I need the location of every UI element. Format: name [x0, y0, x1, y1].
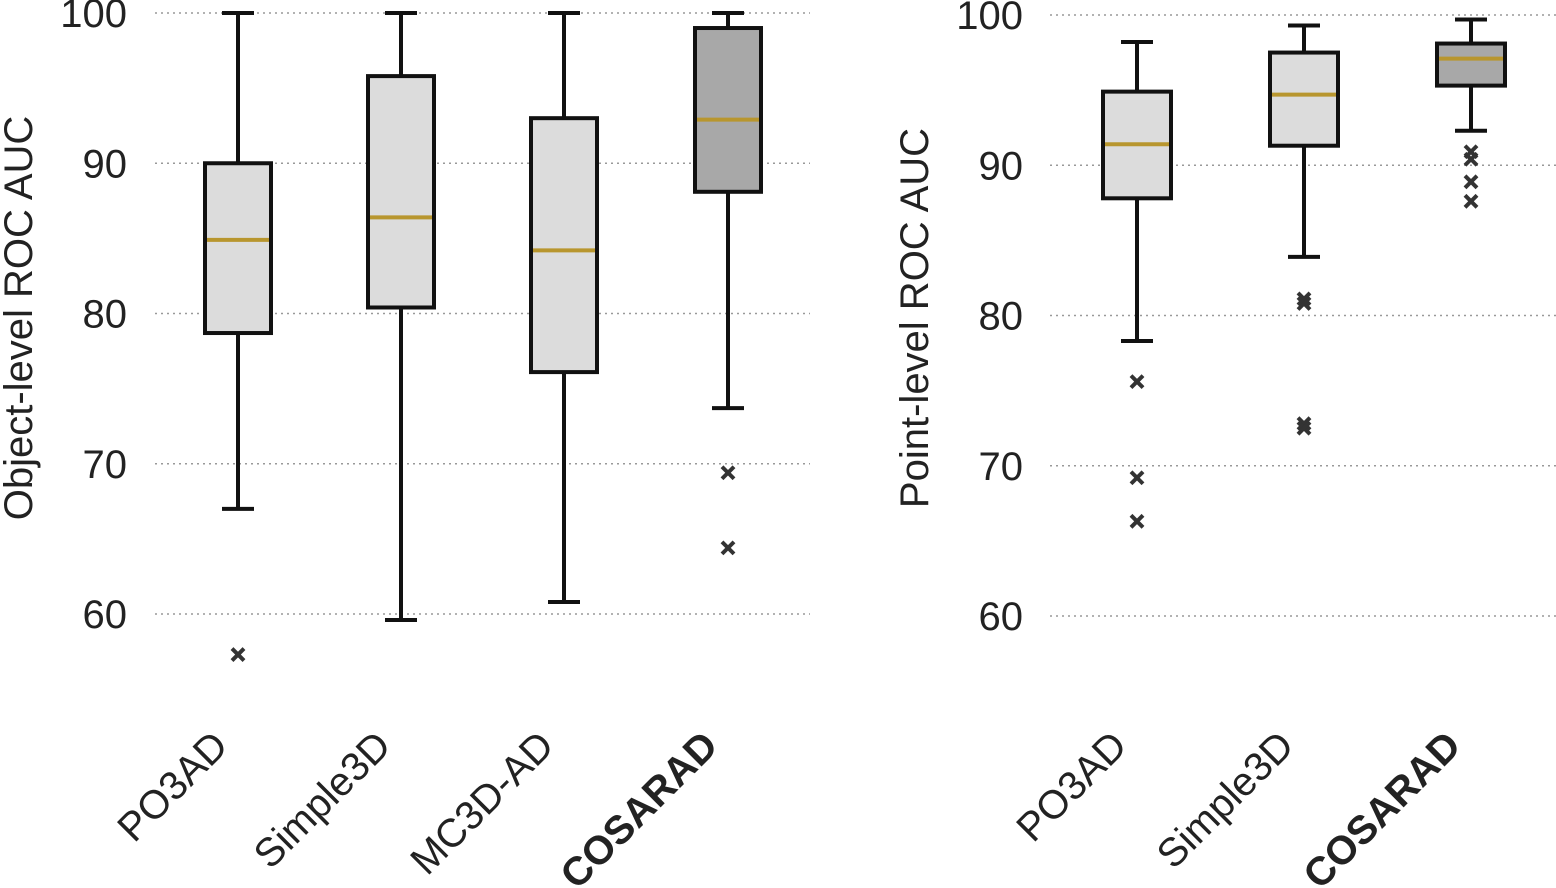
- flier-cosarad: [1463, 151, 1479, 167]
- category-label-cosarad: COSARAD: [1295, 723, 1469, 888]
- flier-cosarad: [720, 540, 736, 556]
- flier-stroke: [230, 647, 246, 662]
- y-tick-label: 60: [979, 595, 1024, 639]
- flier-po3ad: [230, 647, 246, 662]
- flier-stroke: [1296, 416, 1312, 432]
- flier-stroke: [1463, 174, 1479, 190]
- object-level-panel: 60 70 80 90 100 Object-level ROC AUC PO3AD Simp…: [0, 0, 810, 888]
- flier-po3ad: [1129, 470, 1145, 486]
- box-simple3d: [366, 74, 436, 310]
- flier-simple3d: [1296, 420, 1312, 436]
- y-axis-label: Object-level ROC AUC: [0, 116, 41, 521]
- y-tick-label: 70: [979, 445, 1024, 489]
- flier-simple3d: [1296, 296, 1312, 311]
- category-label-po3ad: PO3AD: [1008, 723, 1135, 850]
- flier-simple3d: [1296, 416, 1312, 432]
- box-simple3d: [1268, 50, 1340, 148]
- flier-po3ad: [1129, 374, 1145, 390]
- y-axis-label: Point-level ROC AUC: [893, 128, 937, 508]
- flier-po3ad: [1129, 513, 1145, 529]
- flier-stroke: [1296, 291, 1312, 307]
- flier-cosarad: [1463, 193, 1479, 209]
- category-label-simple3d: Simple3D: [1149, 723, 1303, 877]
- category-label-mc3d-ad: MC3D-AD: [402, 723, 562, 883]
- box-cosarad: [693, 26, 763, 194]
- category-label-cosarad: COSARAD: [552, 723, 726, 888]
- flier-stroke: [1296, 296, 1312, 311]
- y-tick-label: 100: [956, 0, 1023, 38]
- flier-cosarad: [1463, 174, 1479, 190]
- y-tick-label: 90: [83, 142, 128, 186]
- point-level-panel: 60 70 80 90 100 Point-level ROC AUC PO3AD Simpl…: [893, 0, 1556, 888]
- flier-stroke: [1129, 470, 1145, 486]
- flier-stroke: [720, 465, 736, 481]
- category-label-po3ad: PO3AD: [109, 723, 236, 850]
- flier-cosarad: [720, 465, 736, 481]
- y-tick-label: 60: [83, 593, 128, 637]
- flier-stroke: [720, 540, 736, 556]
- flier-stroke: [1129, 374, 1145, 390]
- y-tick-label: 100: [60, 0, 127, 36]
- box-po3ad: [203, 161, 273, 336]
- flier-simple3d: [1296, 291, 1312, 307]
- flier-stroke: [1296, 420, 1312, 436]
- box-cosarad: [1435, 41, 1507, 88]
- flier-stroke: [1463, 193, 1479, 209]
- y-tick-label: 70: [83, 443, 128, 487]
- y-tick-label: 80: [979, 295, 1024, 339]
- flier-stroke: [1463, 151, 1479, 167]
- flier-stroke: [1129, 513, 1145, 529]
- y-tick-label: 90: [979, 144, 1024, 188]
- y-tick-label: 80: [83, 293, 128, 337]
- box-mc3d-ad: [529, 116, 599, 375]
- category-label-simple3d: Simple3D: [246, 723, 400, 877]
